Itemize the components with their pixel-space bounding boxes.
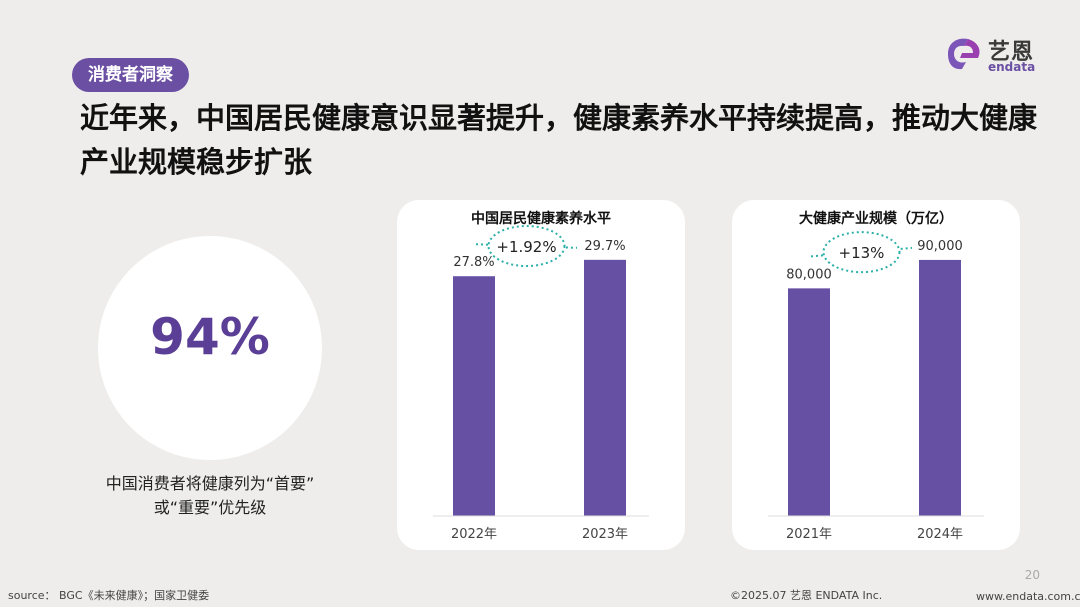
industry-chart-card: 大健康产业规模（万亿） 80,000 2021年 90,000 2024年 +13%	[732, 200, 1020, 550]
category-label: 2024年	[917, 527, 963, 542]
bar	[919, 259, 961, 516]
logo-cn-text: 艺恩	[988, 40, 1035, 65]
logo-en-text: endata	[988, 60, 1036, 74]
stat-circle: 94%	[98, 236, 322, 460]
endata-logo-icon	[948, 38, 980, 70]
source-note: source： BGC《未来健康》；国家卫健委	[8, 589, 210, 602]
stat-caption: 中国消费者将健康列为“首要” 或“重要”优先级	[60, 472, 360, 520]
industry-chart-svg: 80,000 2021年 90,000 2024年 +13%	[768, 231, 984, 542]
growth-bubble	[822, 231, 901, 274]
growth-annotation: +13%	[839, 244, 885, 262]
stat-value: 94%	[150, 308, 270, 366]
literacy-chart-card: 中国居民健康素养水平 27.8% 2022年 29.7% 2023年 +1.92%	[397, 200, 685, 550]
page-title: 近年来，中国居民健康意识显著提升，健康素养水平持续提高，推动大健康产业规模稳步扩…	[80, 101, 1038, 179]
bar	[788, 288, 830, 516]
chart-title: 大健康产业规模（万亿）	[799, 211, 953, 227]
section-tag: 消费者洞察	[72, 58, 189, 92]
chart-title: 中国居民健康素养水平	[471, 211, 611, 227]
growth-annotation: +1.92%	[496, 238, 556, 256]
category-label: 2021年	[786, 527, 832, 542]
value-label: 27.8%	[453, 255, 494, 270]
growth-bubble	[487, 225, 566, 268]
value-label: 80,000	[786, 267, 832, 282]
website-link[interactable]: www.endata.com.cn	[976, 590, 1080, 603]
page-number: 20	[1024, 568, 1040, 582]
endata-logo: 艺恩 endata	[942, 34, 1046, 74]
stat-caption-line2: 或“重要”优先级	[153, 498, 267, 517]
stat-caption-line1: 中国消费者将健康列为“首要”	[105, 474, 315, 493]
bar	[584, 259, 626, 516]
value-label: 29.7%	[584, 239, 625, 254]
copyright: ©2025.07 艺恩 ENDATA Inc.	[730, 589, 883, 602]
category-label: 2023年	[582, 527, 628, 542]
category-label: 2022年	[451, 527, 497, 542]
literacy-chart-svg: 27.8% 2022年 29.7% 2023年 +1.92%	[433, 225, 649, 542]
bar	[453, 276, 495, 516]
value-label: 90,000	[917, 239, 963, 254]
